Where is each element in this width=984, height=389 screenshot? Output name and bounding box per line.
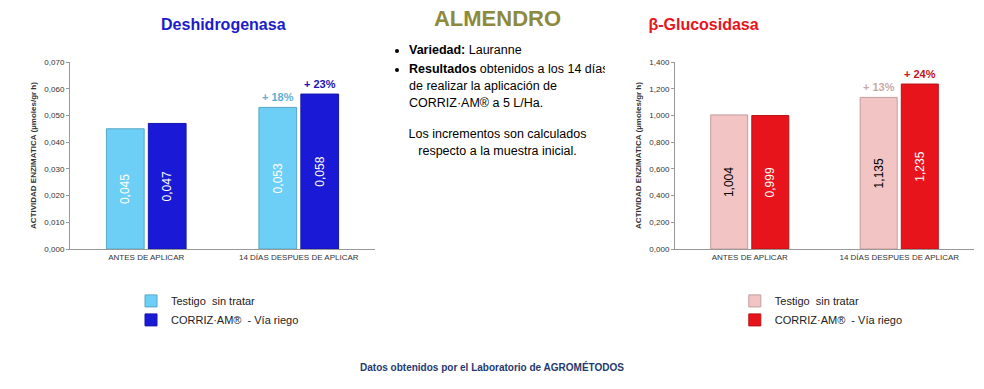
svg-text:14 DÍAS DESPUES DE APLICAR: 14 DÍAS DESPUES DE APLICAR: [239, 253, 359, 262]
svg-text:0,200: 0,200: [649, 218, 670, 227]
svg-text:1,235: 1,235: [913, 151, 927, 181]
svg-text:+ 18%: + 18%: [262, 91, 294, 103]
html-text:Datos obtenidos por el Laborat: Datos obtenidos por el Laboratorio de AG…: [360, 362, 624, 373]
svg-text:0,000: 0,000: [649, 245, 670, 254]
html-text:ALMENDRO: ALMENDRO: [433, 6, 561, 31]
svg-text:0,000: 0,000: [44, 245, 65, 254]
svg-text:0,020: 0,020: [44, 191, 65, 200]
svg-text:0,053: 0,053: [271, 163, 285, 193]
svg-text:0,050: 0,050: [44, 111, 65, 120]
svg-text:1,200: 1,200: [649, 85, 670, 94]
svg-text:0,045: 0,045: [118, 174, 132, 204]
svg-text:0,047: 0,047: [160, 171, 174, 201]
svg-text:+ 13%: + 13%: [863, 81, 895, 93]
svg-text:+ 23%: + 23%: [304, 78, 336, 90]
svg-text:Deshidrogenasa: Deshidrogenasa: [161, 16, 286, 33]
svg-text:0,058: 0,058: [313, 156, 327, 186]
svg-text:ANTES DE APLICAR: ANTES DE APLICAR: [108, 253, 184, 262]
svg-text:0,040: 0,040: [44, 138, 65, 147]
svg-text:0,030: 0,030: [44, 165, 65, 174]
svg-text:β-Glucosidasa: β-Glucosidasa: [648, 16, 758, 33]
svg-text:14 DÍAS DESPUES DE APLICAR: 14 DÍAS DESPUES DE APLICAR: [839, 253, 959, 262]
svg-text:+ 24%: + 24%: [904, 68, 936, 80]
svg-text:CORRIZ·AM® - Vía riego: CORRIZ·AM® - Vía riego: [775, 314, 902, 326]
svg-text:Testigo sin tratar: Testigo sin tratar: [171, 295, 255, 307]
svg-text:0,060: 0,060: [44, 85, 65, 94]
svg-text:0,400: 0,400: [649, 191, 670, 200]
html-text:Variedad: Lauranne: Variedad: Lauranne: [409, 43, 522, 57]
svg-text:0,010: 0,010: [44, 218, 65, 227]
svg-text:ACTIVIDAD ENZIMATICA (µmoles/g: ACTIVIDAD ENZIMATICA (µmoles/gr h): [634, 82, 643, 229]
svg-text:Testigo sin tratar: Testigo sin tratar: [775, 295, 859, 307]
svg-text:0,800: 0,800: [649, 138, 670, 147]
svg-text:ANTES DE APLICAR: ANTES DE APLICAR: [712, 253, 788, 262]
html-text:Los incrementos son calculados: Los incrementos son calculados respecto …: [408, 127, 587, 158]
svg-text:1,000: 1,000: [649, 111, 670, 120]
svg-text:0,070: 0,070: [44, 58, 65, 67]
svg-text:CORRIZ·AM® - Vía riego: CORRIZ·AM® - Vía riego: [171, 314, 298, 326]
svg-text:1,004: 1,004: [722, 167, 736, 197]
svg-text:0,999: 0,999: [763, 167, 777, 197]
svg-text:1,400: 1,400: [649, 58, 670, 67]
svg-text:1,135: 1,135: [872, 158, 886, 188]
svg-text:0,600: 0,600: [649, 165, 670, 174]
html-text:Resultados obtenidos a los 14: Resultados obtenidos a los 14 días de re…: [409, 62, 609, 110]
svg-text:ACTIVIDAD ENZIMATICA (µmoles/g: ACTIVIDAD ENZIMATICA (µmoles/gr h): [29, 82, 38, 229]
